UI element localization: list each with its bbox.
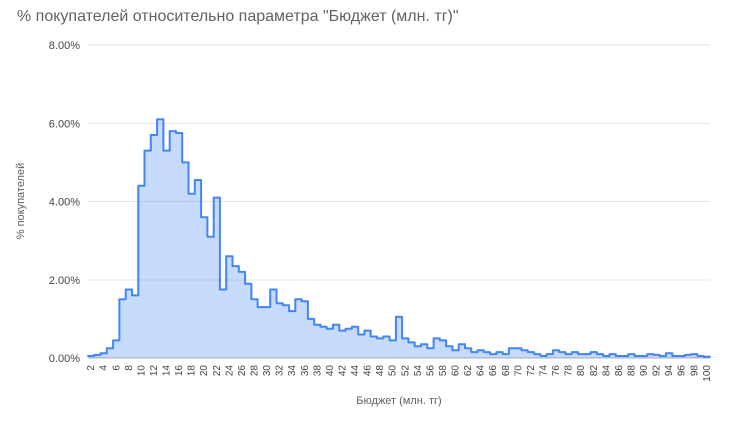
x-tick-label: 52	[400, 365, 411, 377]
x-tick-label: 100	[702, 365, 713, 382]
x-tick-label: 42	[338, 365, 349, 377]
x-tick-label: 38	[312, 365, 323, 377]
x-tick-label: 10	[136, 365, 147, 377]
x-tick-label: 94	[664, 365, 675, 377]
x-tick-label: 86	[614, 365, 625, 377]
x-tick-label: 36	[300, 365, 311, 377]
x-tick-label: 12	[149, 365, 160, 377]
x-tick-label: 16	[174, 365, 185, 377]
x-tick-label: 78	[564, 365, 575, 377]
y-tick-labels: 0.00% 2.00% 4.00% 6.00% 8.00%	[49, 40, 80, 365]
x-tick-label: 8	[124, 365, 135, 371]
x-tick-label: 92	[652, 365, 663, 377]
x-tick-label: 98	[689, 365, 700, 377]
x-tick-label: 96	[677, 365, 688, 377]
x-tick-label: 34	[287, 365, 298, 377]
x-tick-label: 54	[413, 365, 424, 377]
x-tick-label: 64	[476, 365, 487, 377]
x-tick-label: 2	[86, 365, 97, 371]
x-tick-label: 58	[438, 365, 449, 377]
x-tick-label: 70	[513, 365, 524, 377]
y-tick-label: 4.00%	[49, 197, 80, 209]
x-tick-label: 6	[111, 365, 122, 371]
area-series-fill	[88, 119, 710, 358]
x-tick-label: 22	[212, 365, 223, 377]
x-tick-label: 24	[224, 365, 235, 377]
y-tick-label: 6.00%	[49, 118, 80, 130]
y-axis-title: % покупателей	[15, 163, 27, 240]
x-axis-title: Бюджет (млн. тг)	[356, 395, 441, 407]
x-tick-label: 28	[250, 365, 261, 377]
x-tick-label: 66	[488, 365, 499, 377]
x-tick-label: 40	[325, 365, 336, 377]
chart-title: % покупателей относительно параметра "Бю…	[17, 8, 459, 25]
x-tick-label: 44	[350, 365, 361, 377]
x-tick-label: 48	[375, 365, 386, 377]
x-tick-label: 90	[639, 365, 650, 377]
y-tick-label: 2.00%	[49, 275, 80, 287]
x-tick-label: 88	[627, 365, 638, 377]
y-tick-label: 0.00%	[49, 353, 80, 365]
x-tick-label: 50	[388, 365, 399, 377]
x-tick-label: 4	[99, 365, 110, 371]
x-tick-label: 68	[501, 365, 512, 377]
x-tick-label: 20	[199, 365, 210, 377]
gridlines	[88, 44, 710, 359]
x-tick-label: 62	[463, 365, 474, 377]
x-tick-label: 46	[363, 365, 374, 377]
x-tick-label: 26	[237, 365, 248, 377]
x-tick-label: 30	[262, 365, 273, 377]
x-tick-label: 72	[526, 365, 537, 377]
x-tick-label: 82	[589, 365, 600, 377]
x-tick-labels: 2 4 6 8 10 12 14 16 18 20 22 24 26 28 30 32 34 36 38 40 42 44…	[86, 365, 713, 382]
x-tick-label: 76	[551, 365, 562, 377]
x-tick-label: 18	[187, 365, 198, 377]
y-tick-label: 8.00%	[49, 40, 80, 52]
x-tick-label: 14	[162, 365, 173, 377]
x-tick-label: 32	[275, 365, 286, 377]
x-tick-label: 60	[451, 365, 462, 377]
x-tick-label: 74	[539, 365, 550, 377]
area-series-line	[87, 118, 711, 358]
x-tick-label: 80	[576, 365, 587, 377]
x-tick-label: 84	[601, 365, 612, 377]
x-tick-label: 56	[425, 365, 436, 377]
